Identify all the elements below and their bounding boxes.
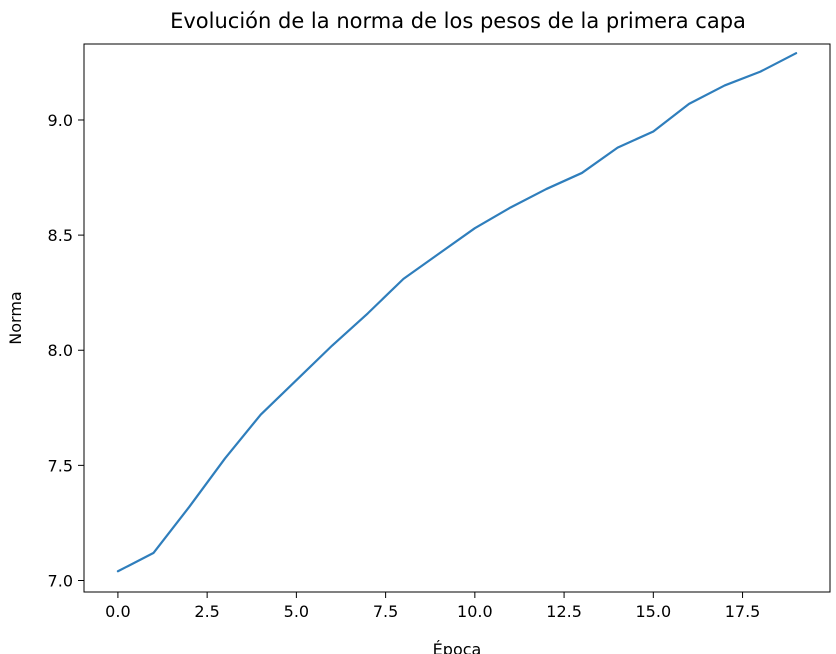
x-tick-label: 10.0 — [457, 602, 493, 621]
y-axis-label: Norma — [6, 291, 25, 344]
x-tick-label: 15.0 — [636, 602, 672, 621]
chart-title: Evolución de la norma de los pesos de la… — [170, 9, 746, 33]
x-tick-label: 7.5 — [373, 602, 398, 621]
x-tick-label: 0.0 — [105, 602, 130, 621]
series-line — [116, 52, 798, 573]
y-tick-label: 8.0 — [48, 341, 73, 360]
x-tick-label: 5.0 — [284, 602, 309, 621]
x-axis-label: Época — [433, 640, 482, 654]
x-axis: 0.0 2.5 5.0 7.5 10.0 12.5 15.0 17.5 — [105, 592, 760, 621]
plot-frame — [83, 43, 831, 593]
x-tick-label: 17.5 — [725, 602, 761, 621]
y-axis: 7.0 7.5 8.0 8.5 9.0 — [48, 111, 84, 590]
x-tick-label: 2.5 — [194, 602, 219, 621]
x-tick-label: 12.5 — [546, 602, 582, 621]
y-tick-label: 9.0 — [48, 111, 73, 130]
y-tick-label: 8.5 — [48, 226, 73, 245]
y-tick-label: 7.5 — [48, 456, 73, 475]
y-tick-label: 7.0 — [48, 571, 73, 590]
